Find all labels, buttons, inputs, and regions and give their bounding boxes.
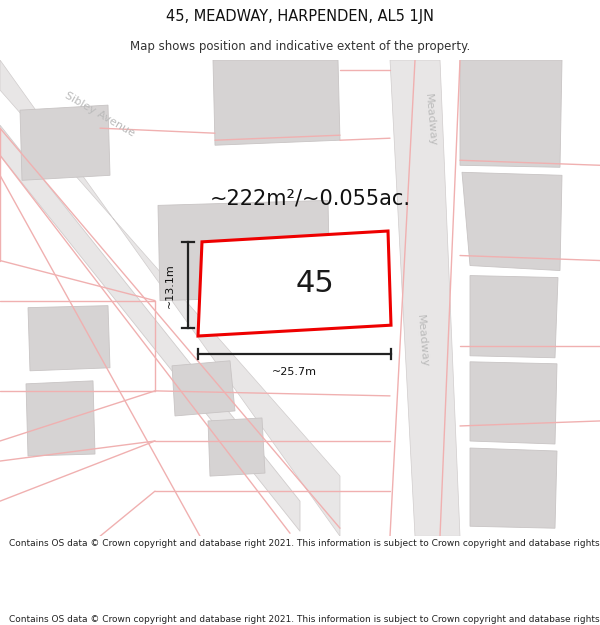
Text: 45, MEADWAY, HARPENDEN, AL5 1JN: 45, MEADWAY, HARPENDEN, AL5 1JN: [166, 9, 434, 24]
Text: 45: 45: [295, 269, 334, 298]
Text: ~222m²/~0.055ac.: ~222m²/~0.055ac.: [209, 189, 410, 209]
Polygon shape: [0, 125, 300, 531]
Polygon shape: [390, 60, 460, 536]
Text: Contains OS data © Crown copyright and database right 2021. This information is : Contains OS data © Crown copyright and d…: [9, 539, 600, 548]
Polygon shape: [213, 60, 340, 145]
Polygon shape: [460, 60, 562, 168]
Text: ~13.1m: ~13.1m: [165, 262, 175, 308]
Polygon shape: [172, 361, 235, 416]
Text: Sibley Avenue: Sibley Avenue: [63, 90, 137, 138]
Polygon shape: [462, 173, 562, 271]
Polygon shape: [26, 381, 95, 456]
Text: Contains OS data © Crown copyright and database right 2021. This information is : Contains OS data © Crown copyright and d…: [9, 615, 600, 624]
Polygon shape: [0, 60, 340, 536]
Text: Map shows position and indicative extent of the property.: Map shows position and indicative extent…: [130, 40, 470, 53]
Polygon shape: [28, 306, 110, 371]
Polygon shape: [20, 105, 110, 181]
Polygon shape: [470, 448, 557, 528]
Polygon shape: [470, 276, 558, 358]
Text: Meadway: Meadway: [423, 92, 437, 146]
Polygon shape: [470, 362, 557, 444]
Text: ~25.7m: ~25.7m: [272, 368, 317, 378]
Text: Meadway: Meadway: [415, 314, 429, 368]
Polygon shape: [158, 201, 330, 301]
Polygon shape: [208, 418, 265, 476]
Polygon shape: [198, 231, 391, 336]
